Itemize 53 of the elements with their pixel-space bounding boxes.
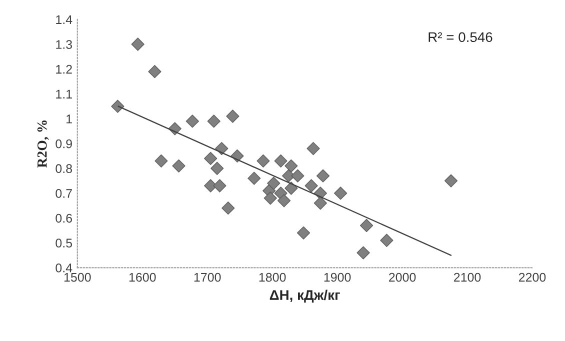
annotation: R² = 0.546 xyxy=(428,32,492,42)
x-tick-label: 2000 xyxy=(389,272,416,282)
point xyxy=(334,186,348,200)
point xyxy=(274,154,288,168)
x-tick-label: 1900 xyxy=(324,272,351,282)
point xyxy=(264,192,277,205)
x-tick-label: 1600 xyxy=(129,272,156,282)
point xyxy=(314,196,327,210)
y-tick-label: 1.4 xyxy=(56,15,72,24)
point xyxy=(296,226,310,240)
point xyxy=(148,65,162,78)
y-axis-title: R2O, % xyxy=(37,120,49,168)
y-tick-label: 0.8 xyxy=(56,164,72,174)
point xyxy=(248,172,261,185)
point xyxy=(131,38,144,51)
point xyxy=(111,100,124,113)
point xyxy=(360,218,374,232)
point xyxy=(172,159,186,172)
x-axis-title: ΔH, кДж/кг xyxy=(270,290,340,303)
y-tick-label: 0.4 xyxy=(56,263,72,272)
y-tick-label: 1.3 xyxy=(56,40,72,49)
x-tick-label: 1500 xyxy=(64,272,91,282)
point xyxy=(210,162,224,175)
x-tick-label: 1700 xyxy=(194,272,221,282)
x-tick-label: 2200 xyxy=(518,272,546,282)
point xyxy=(304,179,318,192)
point xyxy=(207,114,220,128)
x-tick-label: 2100 xyxy=(454,272,481,282)
point xyxy=(306,142,320,156)
y-tick-label: 0.5 xyxy=(56,238,72,248)
point xyxy=(213,179,226,192)
point xyxy=(154,154,168,168)
point xyxy=(284,182,298,195)
y-tick-label: 0.7 xyxy=(56,189,72,198)
y-tick-label: 1.1 xyxy=(56,90,72,98)
y-tick-label: 0.6 xyxy=(56,214,72,223)
point xyxy=(380,234,394,247)
x-tick-label: 1800 xyxy=(259,272,286,282)
y-tick-label: 1.2 xyxy=(56,64,72,74)
point xyxy=(226,110,240,123)
point xyxy=(284,159,298,172)
point xyxy=(267,176,280,190)
point xyxy=(277,194,291,208)
point xyxy=(256,154,270,168)
y-tick-label: 0.9 xyxy=(56,139,72,148)
point xyxy=(204,152,218,166)
point xyxy=(444,174,458,188)
point xyxy=(222,202,235,215)
y-tick-label: 1 xyxy=(66,114,72,124)
point xyxy=(291,169,304,182)
point xyxy=(316,169,330,182)
point xyxy=(356,246,370,260)
point xyxy=(186,114,199,128)
